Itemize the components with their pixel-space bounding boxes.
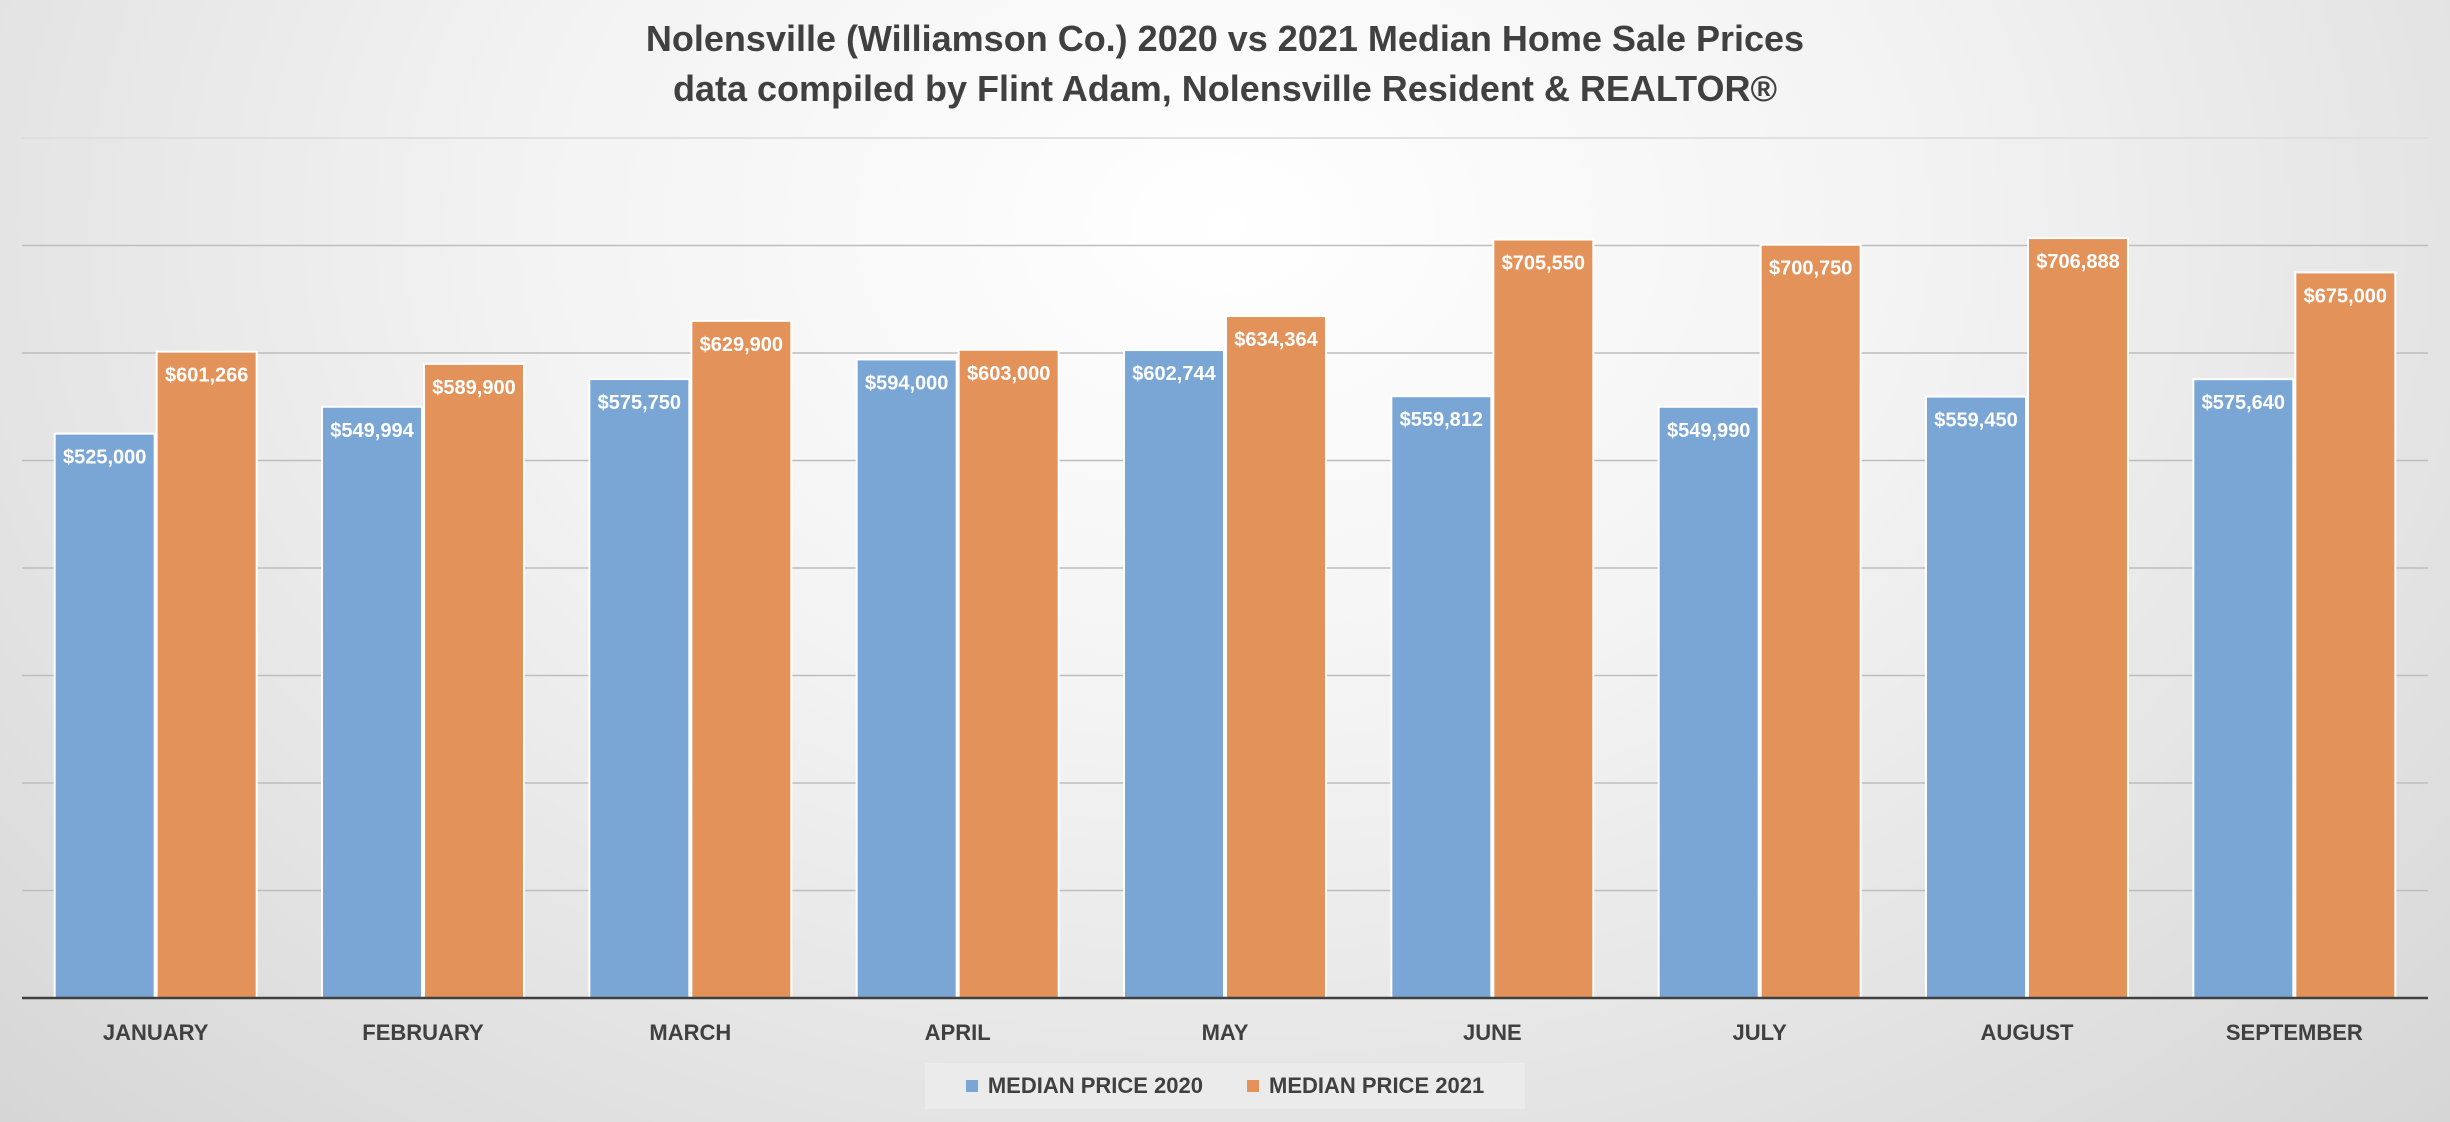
- bar-2021-february: [423, 362, 525, 1000]
- bar-2021-march: [690, 319, 793, 1000]
- x-tick-label-march: MARCH: [649, 1020, 731, 1045]
- data-label-2021-march: $629,900: [700, 334, 783, 356]
- data-label-2021-april: $603,000: [967, 363, 1050, 385]
- data-label-2021-january: $601,266: [165, 365, 248, 387]
- bar-2020-august: [1925, 395, 2027, 999]
- bar-2020-march: [588, 378, 691, 1000]
- x-tick-label-february: FEBRUARY: [362, 1020, 484, 1045]
- bar-2021-april: [957, 348, 1060, 999]
- data-label-2021-june: $705,550: [1502, 253, 1585, 275]
- bar-2020-september: [2192, 378, 2295, 999]
- chart-title: Nolensville (Williamson Co.) 2020 vs 202…: [645, 18, 1805, 59]
- x-tick-label-may: MAY: [1202, 1020, 1249, 1045]
- bar-2020-february: [321, 405, 423, 999]
- bar-2020-january: [53, 432, 156, 999]
- bar-2021-may: [1225, 315, 1327, 999]
- chart-legend: MEDIAN PRICE 2020 MEDIAN PRICE 2021: [925, 1063, 1525, 1109]
- x-tick-label-april: APRIL: [925, 1020, 991, 1045]
- data-label-2021-july: $700,750: [1769, 258, 1852, 280]
- chart-title-block: Nolensville (Williamson Co.) 2020 vs 202…: [0, 14, 2450, 114]
- bar-2021-august: [2027, 237, 2129, 999]
- data-label-2020-march: $575,750: [598, 392, 681, 414]
- data-label-2020-august: $559,450: [1934, 410, 2017, 432]
- data-label-2021-february: $589,900: [432, 377, 515, 399]
- bar-2021-june: [1492, 238, 1595, 999]
- legend-swatch-2021: [1247, 1080, 1259, 1092]
- bar-2020-june: [1390, 395, 1493, 999]
- x-tick-label-august: AUGUST: [1981, 1020, 2074, 1045]
- x-tick-label-july: JULY: [1733, 1020, 1788, 1045]
- bar-2021-january: [155, 350, 258, 999]
- data-label-2021-august: $706,888: [2036, 251, 2119, 273]
- bar-2020-may: [1123, 349, 1225, 1000]
- bar-2021-july: [1759, 243, 1862, 1000]
- data-label-2020-june: $559,812: [1400, 409, 1483, 431]
- legend-item-2020: MEDIAN PRICE 2020: [965, 1073, 1203, 1099]
- data-label-2020-april: $594,000: [865, 372, 948, 394]
- data-label-2020-july: $549,990: [1667, 420, 1750, 442]
- bar-2021-september: [2294, 271, 2397, 999]
- legend-swatch-2020: [965, 1080, 978, 1092]
- x-tick-label-january: JANUARY: [103, 1020, 209, 1045]
- legend-label-2021: MEDIAN PRICE 2021: [1269, 1073, 1485, 1098]
- data-label-2020-february: $549,994: [330, 420, 414, 442]
- bar-2020-july: [1657, 405, 1760, 999]
- data-label-2020-may: $602,744: [1132, 363, 1216, 385]
- bar-2020-april: [855, 358, 958, 999]
- legend-item-2021: MEDIAN PRICE 2021: [1247, 1073, 1484, 1099]
- data-label-2021-may: $634,364: [1234, 329, 1318, 351]
- data-label-2020-september: $575,640: [2202, 392, 2285, 414]
- x-tick-label-june: JUNE: [1463, 1020, 1522, 1045]
- legend-label-2020: MEDIAN PRICE 2020: [987, 1073, 1203, 1098]
- x-tick-label-september: SEPTEMBER: [2226, 1020, 2363, 1045]
- data-label-2021-september: $675,000: [2304, 285, 2387, 307]
- chart-subtitle: data compiled by Flint Adam, Nolensville…: [672, 68, 1778, 109]
- data-label-2020-january: $525,000: [63, 447, 146, 469]
